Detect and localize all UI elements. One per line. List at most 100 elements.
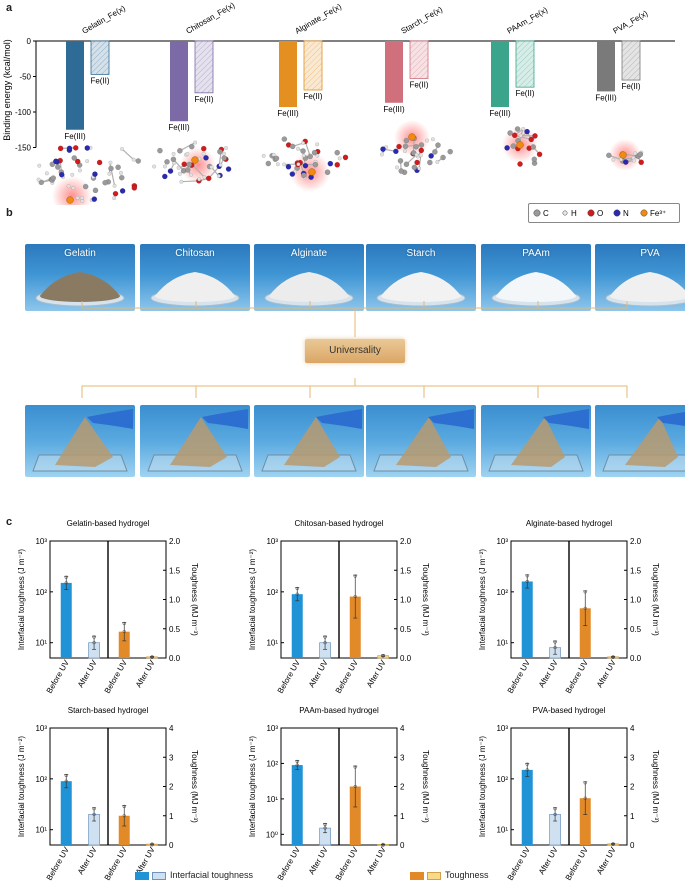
left-tick-label: 10²: [496, 588, 508, 597]
left-tick-label: 10¹: [496, 826, 508, 835]
material-photo: PAAm: [481, 244, 591, 311]
atom-legend-item: O: [587, 209, 603, 218]
left-tick-label: 10³: [496, 537, 508, 546]
right-tick-label: 3: [400, 753, 405, 762]
toughness-chart: PVA-based hydrogel 10¹ 10² 10³ 0 1 2 3 4 Interfac…: [478, 706, 660, 882]
binding-energy-ytick: -100: [15, 108, 32, 117]
left-tick-label: 10¹: [266, 795, 278, 804]
right-axis-label: Toughness (MJ m⁻³): [190, 563, 199, 636]
right-tick-label: 1.5: [630, 566, 642, 575]
right-tick-label: 3: [630, 753, 635, 762]
category-label: After UV: [134, 658, 157, 689]
material-photo-label: Gelatin: [64, 248, 96, 259]
toughness-charts: Gelatin-based hydrogel 10¹ 10² 10³ 0.0 0.5 1.0…: [17, 519, 660, 882]
right-tick-label: 2.0: [169, 537, 181, 546]
svg-text:O: O: [597, 209, 603, 218]
binding-group-0: Gelatin_Fe(x) Fe(III) Fe(II): [64, 4, 127, 141]
legend-toughness-swatch: [410, 872, 424, 880]
legend-interfacial-after-swatch: [152, 872, 166, 880]
right-tick-label: 1.0: [169, 596, 181, 605]
left-tick-label: 10¹: [496, 639, 508, 648]
toughness-chart-title: PVA-based hydrogel: [533, 706, 606, 715]
binding-bar-label: Fe(II): [194, 95, 213, 104]
molecule-model-1: [152, 140, 232, 184]
svg-text:C: C: [543, 209, 549, 218]
right-tick-label: 0: [400, 841, 405, 850]
binding-bar-fe2: [515, 40, 535, 88]
category-label: After UV: [365, 658, 388, 689]
material-photo: Gelatin: [25, 244, 135, 311]
legend-toughness-label: Toughness: [445, 870, 489, 880]
binding-bar-label: Fe(III): [595, 93, 617, 102]
right-axis-label: Toughness (MJ m⁻³): [190, 750, 199, 823]
material-photo-label: Alginate: [290, 248, 328, 259]
right-tick-label: 1.5: [169, 566, 181, 575]
toughness-bar: [291, 765, 303, 845]
material-photo-label: PVA: [640, 248, 660, 259]
right-axis-label: Toughness (MJ m⁻³): [421, 563, 430, 636]
toughness-chart: Chitosan-based hydrogel 10¹ 10² 10³ 0.0 0.5 1.…: [248, 519, 430, 695]
binding-bar-label: Fe(III): [489, 109, 511, 118]
binding-bar-fe3: [385, 41, 403, 103]
left-tick-label: 10³: [35, 724, 47, 733]
adhesion-photo: [595, 405, 685, 477]
panel-letter-b: b: [6, 207, 13, 219]
toughness-chart-title: Starch-based hydrogel: [68, 706, 149, 715]
atom-legend-item: Fe³⁺: [640, 209, 666, 218]
toughness-bar: [60, 781, 72, 845]
right-tick-label: 1.5: [400, 566, 412, 575]
right-tick-label: 1.0: [630, 596, 642, 605]
left-axis-label: Interfacial toughness (J m⁻²): [478, 736, 487, 837]
right-tick-label: 2: [169, 783, 174, 792]
binding-energy-ytick: -50: [19, 73, 31, 82]
toughness-bar: [291, 594, 303, 658]
binding-group-label: Chitosan_Fe(x): [185, 0, 237, 35]
binding-bar-label: Fe(III): [168, 123, 190, 132]
molecule-model-4: [502, 126, 543, 167]
toughness-bar: [521, 769, 533, 845]
toughness-chart-title: PAAm-based hydrogel: [299, 706, 379, 715]
toughness-bar: [118, 631, 130, 658]
left-tick-label: 10²: [266, 588, 278, 597]
left-tick-label: 10⁰: [266, 830, 278, 839]
toughness-bar: [521, 581, 533, 658]
binding-bar-label: Fe(III): [383, 105, 405, 114]
binding-bar-label: Fe(II): [303, 92, 322, 101]
adhesion-photo: [481, 405, 591, 477]
category-label: After UV: [595, 658, 618, 689]
molecule-model-5: [606, 139, 645, 171]
toughness-bar: [579, 798, 591, 845]
binding-bar-label: Fe(II): [515, 89, 534, 98]
svg-text:Fe³⁺: Fe³⁺: [650, 209, 666, 218]
binding-bar-fe2: [621, 40, 641, 81]
category-label: After UV: [537, 658, 560, 689]
binding-bar-label: Fe(II): [90, 76, 109, 85]
atom-legend-item: N: [613, 209, 629, 218]
right-tick-label: 0.5: [630, 625, 642, 634]
binding-bar-fe3: [597, 41, 615, 92]
left-tick-label: 10²: [35, 588, 47, 597]
right-axis-label: Toughness (MJ m⁻³): [651, 750, 660, 823]
toughness-bar: [349, 596, 361, 658]
svg-text:N: N: [623, 209, 629, 218]
right-tick-label: 1: [630, 812, 635, 821]
material-photo-label: Starch: [406, 248, 436, 259]
right-tick-label: 2: [630, 783, 635, 792]
left-tick-label: 10²: [266, 759, 278, 768]
legend-interfacial-swatch: [135, 872, 149, 880]
binding-group-label: PVA_Fe(x): [612, 9, 650, 36]
binding-group-1: Chitosan_Fe(x) Fe(III) Fe(II): [168, 0, 236, 132]
toughness-legend: Interfacial toughness Toughness: [0, 870, 685, 884]
material-photo-label: Chitosan: [175, 248, 215, 259]
material-photo: PVA: [595, 244, 685, 311]
legend-interfacial-label: Interfacial toughness: [170, 870, 254, 880]
binding-bar-fe3: [170, 41, 188, 122]
binding-group-label: PAAm_Fe(x): [506, 5, 550, 36]
category-label: Before UV: [506, 658, 533, 695]
adhesion-photo: [254, 405, 364, 477]
left-axis-label: Interfacial toughness (J m⁻²): [248, 549, 257, 650]
toughness-bar: [349, 786, 361, 845]
adhesion-photo: [366, 405, 476, 477]
binding-bar-fe2: [303, 40, 323, 91]
material-photo: Starch: [366, 244, 476, 311]
